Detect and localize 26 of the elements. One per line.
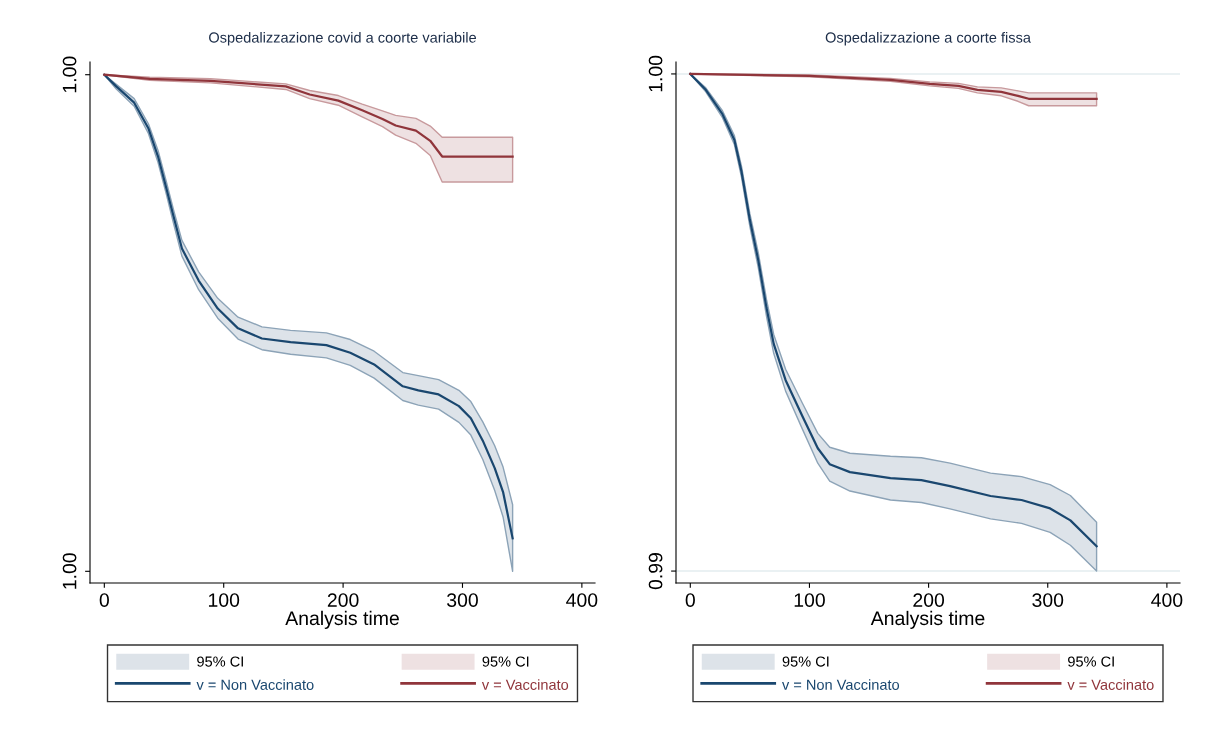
x-tick-label: 0 [685, 593, 695, 607]
x-tick-label: 300 [1032, 593, 1064, 607]
x-tick-label: 100 [794, 593, 825, 607]
text: 95% CI [197, 656, 243, 667]
text: v = Vaccinato [481, 679, 569, 690]
text: v = Non Vaccinato [196, 679, 314, 690]
x-tick-label: 300 [447, 593, 478, 607]
chart-title: Ospedalizzazione covid a coorte variabile [209, 31, 477, 46]
x-tick-label: 400 [1151, 593, 1183, 607]
x-tick-label: 200 [327, 593, 359, 607]
x-tick-label: 100 [208, 593, 240, 607]
x-tick-label: 0 [99, 593, 109, 607]
x-axis-title: Analysis time [285, 610, 399, 629]
line-series [689, 72, 1098, 100]
text: 95% CI [482, 656, 529, 667]
text: v = Vaccinato [1067, 679, 1154, 690]
text: 95% CI [1068, 656, 1114, 667]
x-tick-label: 200 [913, 593, 945, 607]
y-tick-label: 0.99 [648, 553, 663, 590]
chart-title: Ospedalizzazione a coorte fissa [825, 31, 1031, 46]
x-tick-label: 400 [566, 593, 598, 607]
text: 1.00 [62, 553, 77, 589]
text: 1.00 [62, 56, 77, 93]
x-axis-title: Analysis time [870, 610, 985, 629]
text: v = Non Vaccinato [782, 679, 900, 690]
text: 95% CI [782, 656, 829, 667]
